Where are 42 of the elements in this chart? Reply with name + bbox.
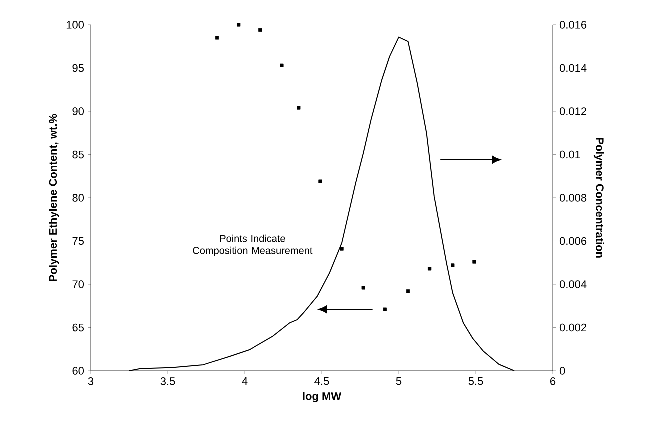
point	[297, 106, 301, 110]
y-tick-label: 80	[72, 194, 84, 202]
point	[406, 290, 410, 294]
y2-tick-label: 0.01	[560, 150, 580, 159]
point	[215, 36, 220, 40]
x-tick-label: 5	[396, 378, 402, 386]
x-tick-label: 5.5	[468, 378, 484, 386]
y-tick-label: 85	[72, 150, 84, 159]
x-tick-label: 4	[242, 378, 248, 386]
point	[472, 260, 476, 264]
y-tick-label: 65	[72, 324, 84, 332]
y2-tick-label: 0.004	[560, 280, 587, 288]
x-tick-label: 4.5	[314, 378, 330, 386]
x-axis-title: log MW	[303, 392, 342, 402]
y-tick-label: 100	[66, 21, 84, 29]
y-tick-label: 60	[72, 367, 84, 375]
y-tick-label: 75	[72, 237, 84, 246]
y2-tick-label: 0.012	[560, 108, 587, 116]
y2-tick-label: 0	[560, 367, 566, 375]
point	[237, 23, 241, 27]
y2-tick-label: 0.016	[560, 21, 587, 29]
point	[451, 264, 455, 268]
point	[362, 286, 366, 290]
point	[383, 308, 387, 312]
y-tick-label: 95	[72, 64, 84, 72]
x-tick-label: 3	[88, 378, 94, 386]
point	[318, 180, 322, 184]
point	[280, 64, 284, 68]
x-tick-label: 6	[550, 378, 556, 386]
y2-tick-label: 0.006	[560, 237, 587, 246]
y2-axis-title: Polymer Concentration	[594, 138, 604, 258]
y-axis-title: Polymer Ethylene Content, wt.%	[49, 114, 60, 282]
y-tick-label: 90	[72, 108, 84, 116]
y-tick-label: 70	[72, 280, 84, 288]
point	[258, 28, 262, 32]
y2-tick-label: 0.008	[560, 194, 587, 202]
x-tick-label: 3.5	[160, 378, 176, 386]
point	[340, 247, 344, 251]
annotation: Points Indicate Composition Measurement	[193, 234, 313, 256]
y2-tick-label: 0.014	[560, 64, 587, 72]
point	[428, 267, 432, 271]
y2-tick-label: 0.002	[560, 324, 587, 332]
